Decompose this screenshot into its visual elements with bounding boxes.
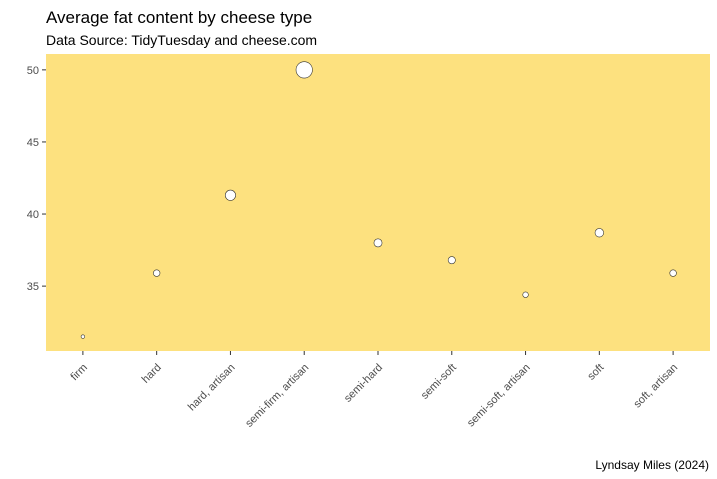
data-points	[80, 61, 677, 339]
x-tick-label: semi-soft, artisan	[465, 362, 533, 430]
chart-caption: Lyndsay Miles (2024)	[595, 458, 709, 472]
chart-subtitle: Data Source: TidyTuesday and cheese.com	[46, 32, 317, 48]
data-point	[224, 189, 236, 201]
x-tick-label: semi-hard	[342, 362, 385, 405]
y-tick-label: 45	[27, 137, 39, 149]
data-point	[447, 256, 456, 265]
x-tick-label: firm	[69, 362, 90, 383]
data-point	[594, 228, 604, 238]
chart-title: Average fat content by cheese type	[46, 8, 312, 27]
x-tick-label: hard, artisan	[186, 362, 238, 414]
data-point	[153, 269, 161, 277]
y-tick-label: 50	[27, 65, 39, 77]
data-point	[373, 238, 383, 248]
data-point	[669, 269, 677, 277]
x-tick-label: soft	[585, 362, 606, 383]
y-tick-label: 40	[27, 209, 39, 221]
data-point	[522, 291, 529, 298]
x-axis: firm hard hard, artisan semi-firm, artisan s…	[69, 351, 681, 430]
data-point	[80, 334, 85, 339]
y-tick-label: 35	[27, 281, 39, 293]
y-axis: 35 40 45 50	[27, 65, 46, 293]
plot-panel	[46, 54, 710, 351]
x-tick-label: hard	[140, 362, 164, 386]
x-tick-label: semi-soft	[419, 362, 459, 402]
data-point	[295, 61, 313, 79]
x-tick-label: semi-firm, artisan	[243, 362, 311, 430]
x-tick-label: soft, artisan	[632, 362, 681, 411]
